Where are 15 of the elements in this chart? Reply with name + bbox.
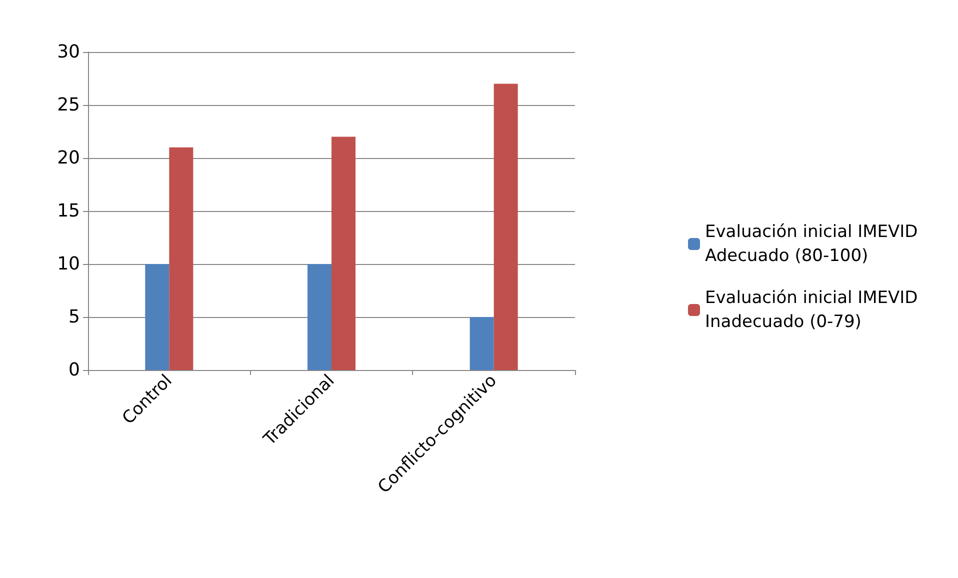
bar	[308, 264, 332, 370]
legend-label: Evaluación inicial IMEVID Adecuado (80-100)	[705, 222, 924, 266]
y-tick-label: 15	[57, 200, 80, 222]
bar	[494, 84, 518, 370]
y-tick-label: 10	[57, 254, 80, 274]
bar	[169, 147, 194, 370]
y-tick-label: 30	[57, 42, 80, 62]
legend-label: Evaluación inicial IMEVID Inadecuado (0-79)	[705, 288, 924, 332]
bar	[470, 317, 494, 370]
y-tick-label: 20	[57, 148, 80, 168]
bar	[332, 136, 356, 370]
y-tick-label: 5	[68, 306, 80, 328]
y-tick-label: 0	[68, 360, 80, 380]
bar	[145, 264, 170, 370]
y-tick-label: 25	[57, 94, 80, 116]
